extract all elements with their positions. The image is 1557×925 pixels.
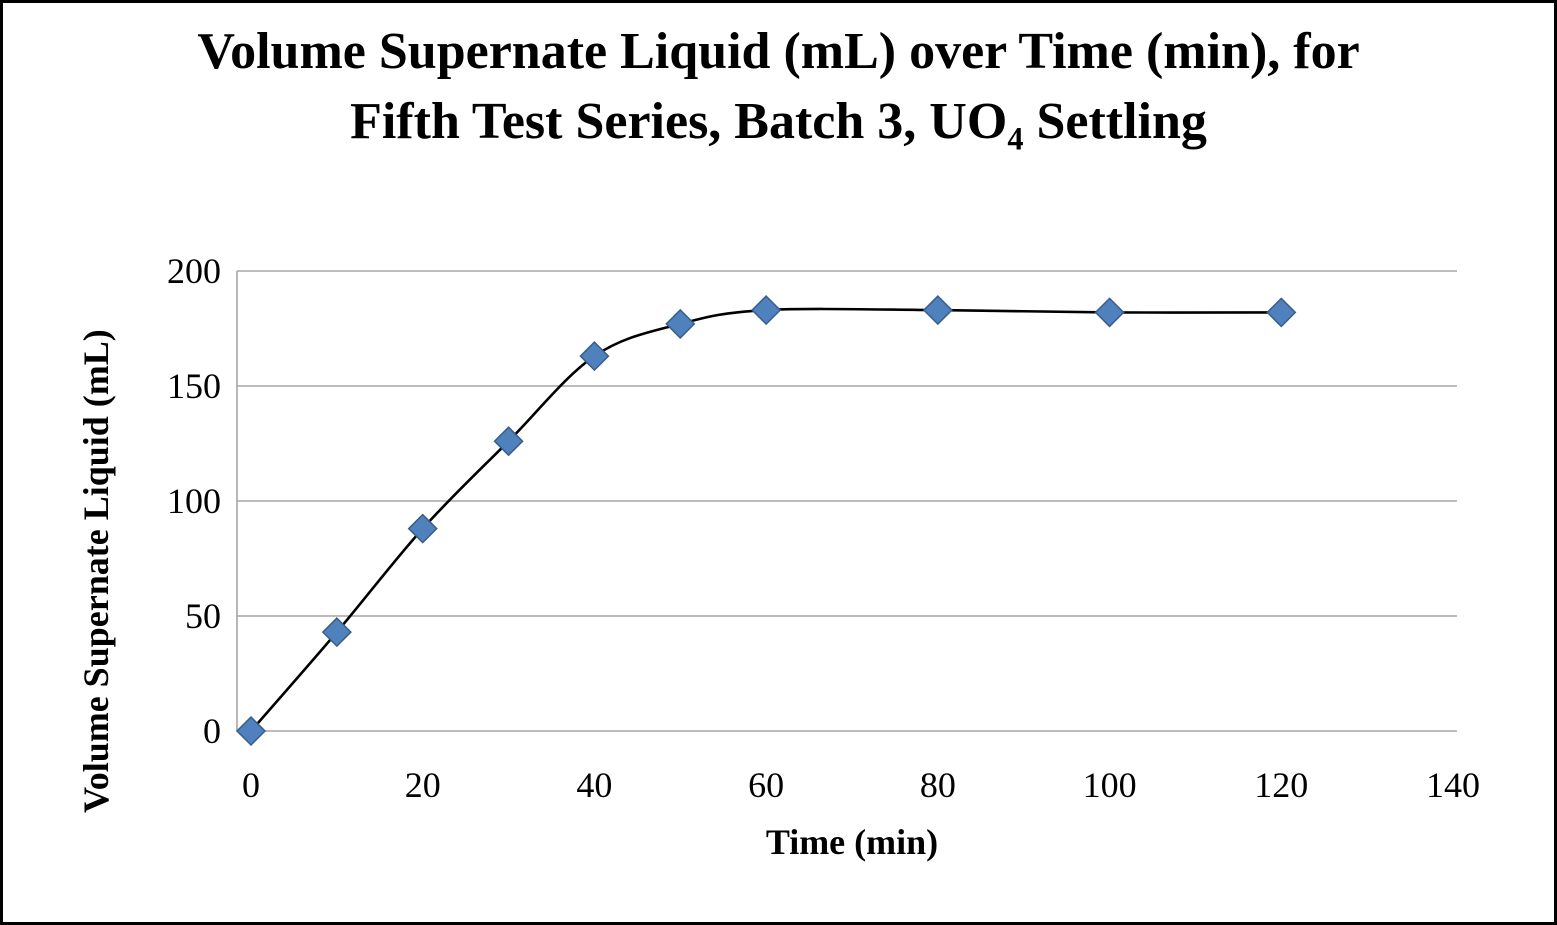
chart-title-text-after: Settling — [1023, 92, 1207, 150]
data-point-marker — [579, 341, 610, 372]
x-tick-label: 80 — [920, 765, 956, 805]
data-point-marker — [235, 715, 267, 747]
data-point-marker — [321, 617, 352, 648]
chart-title-subscript: 4 — [1007, 120, 1024, 157]
y-tick-label: 50 — [185, 596, 221, 636]
x-axis-title: Time (min) — [765, 822, 939, 862]
data-point-marker — [922, 295, 953, 326]
plot-area: 0 20 40 60 80 100 120 140 0 50 100 150 200 — [167, 251, 1480, 805]
x-tick-label: 0 — [242, 765, 260, 805]
chart-title-text: Volume Supernate Liquid (mL) over Time (… — [197, 23, 1360, 150]
x-tick-label: 140 — [1426, 765, 1480, 805]
series-line — [250, 307, 1282, 732]
x-tick-label: 60 — [748, 765, 784, 805]
data-point-marker — [665, 308, 696, 339]
x-tick-label: 20 — [405, 765, 441, 805]
data-point-marker — [407, 513, 438, 544]
data-point-marker — [1094, 297, 1125, 328]
data-point-marker — [1266, 297, 1297, 328]
x-tick-label: 40 — [576, 765, 612, 805]
y-tick-label: 150 — [167, 366, 221, 406]
x-tick-label: 100 — [1083, 765, 1137, 805]
y-tick-label: 100 — [167, 481, 221, 521]
data-point-marker — [751, 295, 782, 326]
y-tick-label: 0 — [203, 711, 221, 751]
chart-title: Volume Supernate Liquid (mL) over Time (… — [189, 17, 1369, 156]
y-axis-title: Volume Supernate Liquid (mL) — [76, 329, 116, 813]
data-point-marker — [493, 426, 524, 457]
x-tick-label: 120 — [1254, 765, 1308, 805]
y-tick-label: 200 — [167, 251, 221, 291]
